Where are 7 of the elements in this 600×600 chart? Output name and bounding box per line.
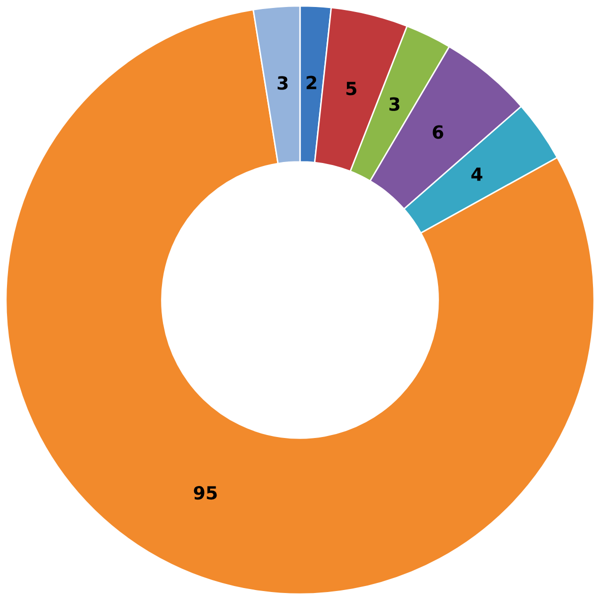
data-label: 3 [389, 97, 400, 111]
data-label: 4 [471, 168, 482, 181]
data-label: 3 [278, 76, 288, 90]
data-label: 6 [432, 125, 444, 139]
data-label: 2 [306, 76, 316, 90]
data-label: 95 [194, 486, 217, 500]
data-label: 5 [346, 82, 356, 96]
